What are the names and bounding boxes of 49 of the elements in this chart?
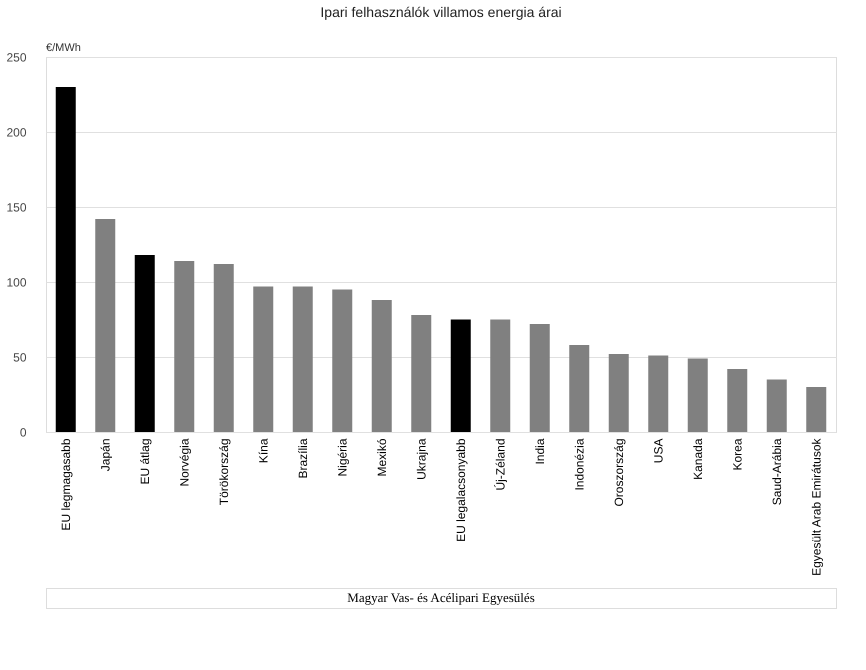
x-tick-label: Oroszország xyxy=(612,438,626,507)
bar xyxy=(727,369,748,432)
x-tick-label: Brazília xyxy=(296,438,310,479)
x-tick-label: India xyxy=(532,438,547,465)
x-tick-label: Kína xyxy=(256,438,270,464)
bar xyxy=(648,356,668,432)
x-tick-label: USA xyxy=(651,438,666,464)
bar xyxy=(95,219,116,432)
bar xyxy=(530,324,550,432)
bar xyxy=(332,290,352,432)
y-tick-label: 50 xyxy=(13,350,27,364)
bar xyxy=(56,87,76,432)
bar xyxy=(174,261,194,432)
bar xyxy=(134,255,155,432)
x-tick-label: Japán xyxy=(98,438,112,472)
bar xyxy=(450,320,471,432)
bar xyxy=(608,354,629,432)
x-tick-label: EU átlag xyxy=(138,438,152,485)
x-tick-label: EU legmagasabb xyxy=(58,438,73,531)
chart-title: Ipari felhasználók villamos energia árai xyxy=(320,4,562,20)
bar xyxy=(490,320,510,432)
x-tick-label: Kanada xyxy=(690,438,705,480)
x-tick-label: Norvégia xyxy=(177,438,192,487)
y-tick-label: 0 xyxy=(20,426,27,440)
y-tick-label: 200 xyxy=(6,126,27,140)
y-tick-label: 250 xyxy=(6,50,27,64)
y-axis-title: €/MWh xyxy=(46,42,81,54)
bar xyxy=(292,286,313,432)
bar xyxy=(372,300,392,432)
bar xyxy=(253,286,274,432)
x-tick-label: Törökország xyxy=(216,438,231,506)
x-tick-label: Nigéria xyxy=(335,438,350,477)
x-tick-label: Korea xyxy=(730,438,744,471)
x-tick-label: Saud-Arábia xyxy=(770,438,784,506)
x-tick-label: Ukrajna xyxy=(414,438,428,480)
bar xyxy=(806,387,826,432)
x-tick-label: Új-Zéland xyxy=(493,438,508,491)
x-tick-label: EU legalacsonyabb xyxy=(454,438,468,542)
bar xyxy=(766,380,787,432)
x-tick-label: Indonézia xyxy=(572,438,586,491)
x-tick-label: Egyesült Arab Emirátusok xyxy=(809,438,824,576)
bar xyxy=(688,358,708,432)
y-tick-label: 150 xyxy=(6,200,27,214)
bar xyxy=(214,264,234,432)
bar xyxy=(569,345,590,432)
x-tick-label: Mexikó xyxy=(374,438,389,477)
y-tick-label: 100 xyxy=(6,276,27,290)
text: Magyar Vas- és Acélipari Egyesülés xyxy=(347,590,535,605)
bar xyxy=(411,315,432,432)
